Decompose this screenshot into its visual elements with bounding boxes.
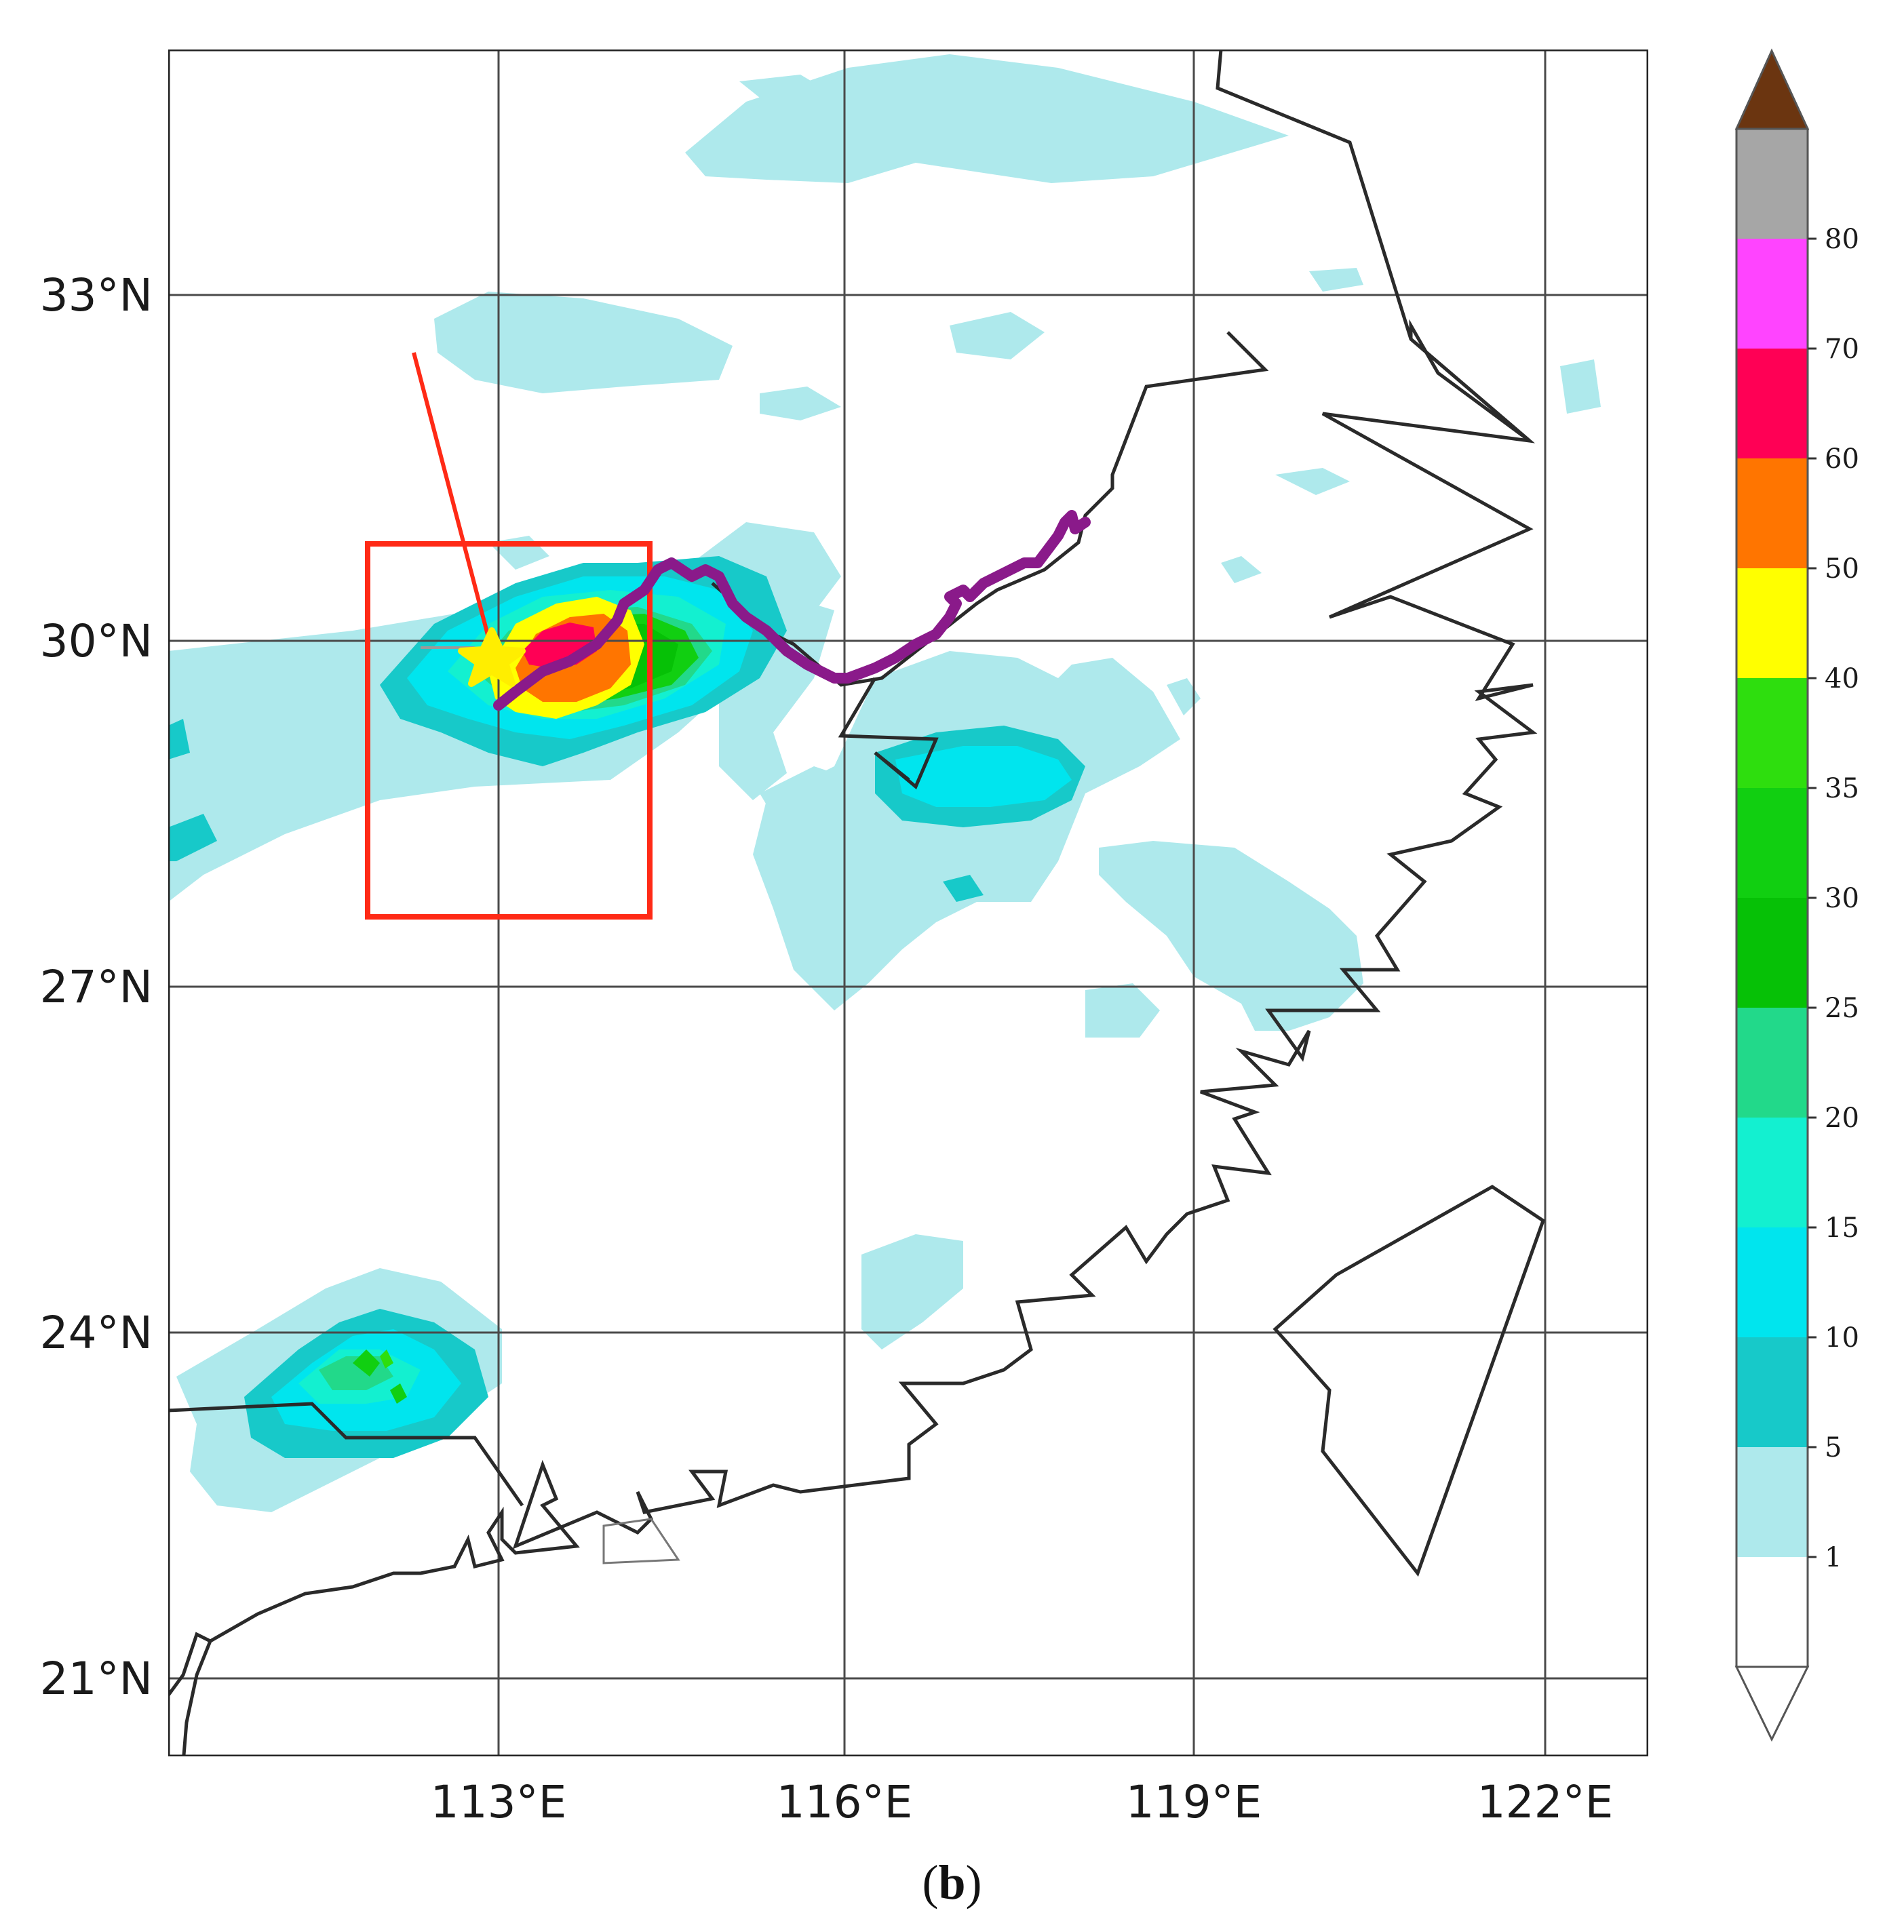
colorbar-segment <box>1736 1008 1808 1118</box>
colorbar-segment <box>1736 1227 1808 1337</box>
colorbar-label: 60 <box>1825 443 1859 475</box>
analysis-domain-box <box>365 541 653 920</box>
colorbar-label: 35 <box>1825 773 1859 804</box>
colorbar-label: 70 <box>1825 334 1859 365</box>
lat-label: 27°N <box>40 961 153 1013</box>
colorbar-segment <box>1736 568 1808 678</box>
latitude-labels: 33°N 30°N 27°N 24°N 21°N <box>40 269 153 1705</box>
colorbar-label: 5 <box>1825 1432 1842 1463</box>
graticule <box>168 50 1648 1756</box>
colorbar-segment <box>1736 1337 1808 1447</box>
colorbar-label: 50 <box>1825 553 1859 585</box>
colorbar-segment <box>1736 1118 1808 1227</box>
colorbar-segment <box>1736 678 1808 788</box>
colorbar-extend-max <box>1734 48 1810 130</box>
lat-label: 24°N <box>40 1307 153 1359</box>
map-panel <box>168 50 1648 1756</box>
colorbar-segment <box>1736 239 1808 349</box>
colorbar-tick-labels: 1 5 10 15 20 25 30 35 40 50 60 70 80 <box>1825 224 1859 1573</box>
lat-label: 30°N <box>40 615 153 667</box>
colorbar-label: 25 <box>1825 993 1859 1024</box>
colorbar-label: 15 <box>1825 1213 1859 1244</box>
longitude-labels: 113°E 116°E 119°E 122°E <box>431 1776 1614 1828</box>
lon-label: 116°E <box>777 1776 913 1828</box>
colorbar-label: 80 <box>1825 224 1859 255</box>
lat-label: 33°N <box>40 269 153 321</box>
storm-center-star-icon <box>458 627 526 687</box>
colorbar-segment <box>1736 349 1808 458</box>
colorbar-segment <box>1736 1557 1808 1667</box>
figure-caption: (b) <box>0 1855 1904 1911</box>
lat-label: 21°N <box>40 1653 153 1705</box>
lon-label: 122°E <box>1477 1776 1614 1828</box>
pointer-line <box>412 352 490 638</box>
colorbar-ticks <box>1808 237 1816 1558</box>
colorbar-segment <box>1736 788 1808 898</box>
caption-open-paren: ( <box>922 1855 939 1910</box>
colorbar-label: 20 <box>1825 1103 1859 1134</box>
colorbar-label: 10 <box>1825 1322 1859 1354</box>
hong-kong-outline <box>602 1518 680 1564</box>
colorbar-segment <box>1736 458 1808 568</box>
lon-label: 113°E <box>431 1776 567 1828</box>
colorbar-segment <box>1736 1447 1808 1557</box>
colorbar-label: 40 <box>1825 663 1859 694</box>
caption-panel-label: b <box>938 1855 966 1910</box>
colorbar-label: 30 <box>1825 883 1859 914</box>
caption-close-paren: ) <box>965 1855 982 1910</box>
colorbar-segment <box>1736 898 1808 1008</box>
lon-label: 119°E <box>1126 1776 1262 1828</box>
colorbar-segment <box>1736 129 1808 239</box>
colorbar-extend-min <box>1734 1665 1810 1742</box>
storm-track <box>493 510 1091 711</box>
coastlines <box>168 50 1546 1756</box>
colorbar: 1 5 10 15 20 25 30 35 40 50 60 70 80 <box>1734 48 1859 1742</box>
colorbar-label: 1 <box>1825 1542 1842 1573</box>
